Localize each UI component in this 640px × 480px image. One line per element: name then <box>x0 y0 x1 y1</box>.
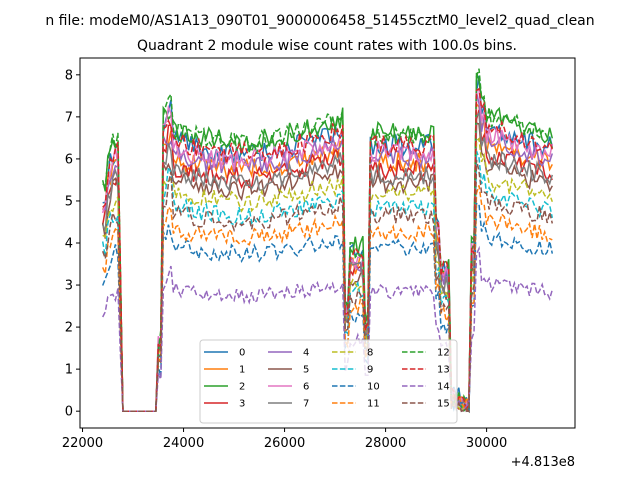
figure-suptitle: n file: modeM0/AS1A13_090T01_9000006458_… <box>45 13 594 29</box>
x-axis: 22000 24000 26000 28000 30000 <box>62 428 507 451</box>
legend-label-10: 10 <box>367 382 380 393</box>
x-tick-label: 30000 <box>466 436 507 451</box>
y-tick-label: 5 <box>65 194 73 209</box>
series-line-7 <box>102 111 554 412</box>
x-axis-offset-label: +4.813e8 <box>511 455 575 470</box>
series-line-12 <box>102 68 554 413</box>
plot-area <box>101 68 554 414</box>
legend-label-3: 3 <box>239 399 245 410</box>
legend-label-0: 0 <box>239 348 245 359</box>
y-tick-label: 6 <box>65 152 73 167</box>
legend-label-5: 5 <box>303 365 309 376</box>
series-line-15 <box>101 159 554 414</box>
y-axis: 0 1 2 3 4 5 6 7 8 <box>65 68 80 420</box>
legend-label-7: 7 <box>303 399 309 410</box>
y-tick-label: 4 <box>65 237 73 252</box>
series-line-3 <box>101 109 553 412</box>
x-tick-label: 26000 <box>264 436 305 451</box>
x-tick-label: 22000 <box>62 436 103 451</box>
legend-label-4: 4 <box>303 348 309 359</box>
y-tick-label: 3 <box>65 279 73 294</box>
legend-label-13: 13 <box>437 365 450 376</box>
y-tick-label: 0 <box>65 405 73 420</box>
series-line-14 <box>102 245 554 413</box>
y-tick-label: 8 <box>65 68 73 83</box>
series-line-10 <box>101 202 554 414</box>
legend-label-2: 2 <box>239 382 245 393</box>
legend-label-1: 1 <box>239 365 245 376</box>
x-tick-label: 28000 <box>365 436 406 451</box>
legend-label-6: 6 <box>303 382 309 393</box>
legend-label-8: 8 <box>367 348 373 359</box>
legend-label-12: 12 <box>437 348 450 359</box>
legend-label-15: 15 <box>437 399 450 410</box>
y-tick-label: 1 <box>65 363 73 378</box>
y-tick-label: 7 <box>65 110 73 125</box>
legend-label-11: 11 <box>367 399 380 410</box>
series-line-5 <box>101 122 553 412</box>
legend-label-14: 14 <box>437 382 450 393</box>
x-tick-label: 24000 <box>163 436 204 451</box>
y-tick-label: 2 <box>65 321 73 336</box>
series-line-8 <box>102 137 554 413</box>
chart-title: Quadrant 2 module wise count rates with … <box>137 38 517 54</box>
series-line-13 <box>102 87 554 412</box>
legend-box <box>199 339 458 424</box>
legend-label-9: 9 <box>367 365 373 376</box>
series-line-11 <box>102 185 553 412</box>
